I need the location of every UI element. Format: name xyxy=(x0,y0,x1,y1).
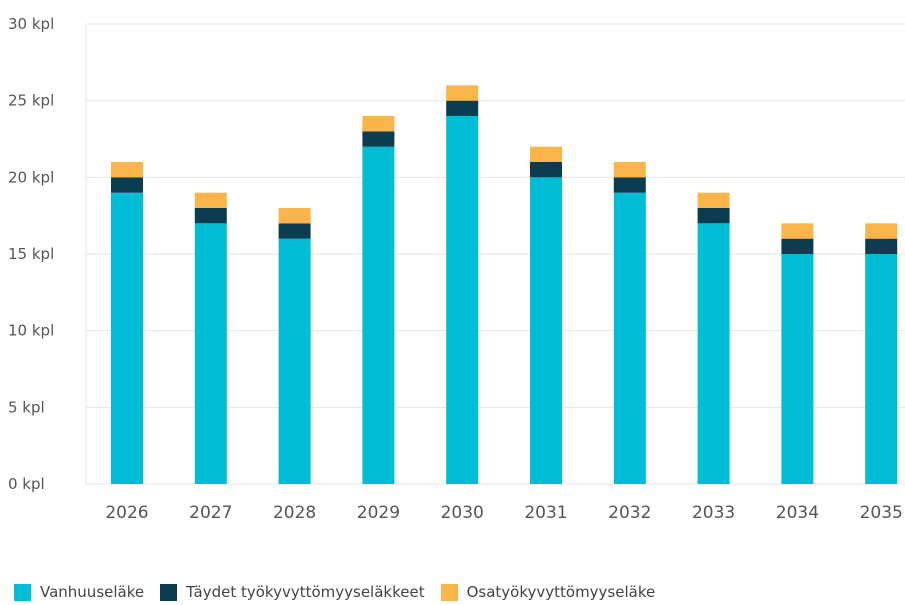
bar-segment-3 xyxy=(446,85,479,101)
legend-item[interactable]: Täydet työkyvyttömyyseläkkeet xyxy=(160,583,425,601)
legend-label: Osatyökyvyttömyyseläke xyxy=(466,583,656,601)
bar-segment-3 xyxy=(613,162,646,178)
bar-segment-2 xyxy=(865,238,898,254)
y-tick-label: 20 kpl xyxy=(8,168,54,186)
bar-segment-2 xyxy=(194,208,227,224)
bar-segment-3 xyxy=(278,208,311,224)
y-tick-label: 10 kpl xyxy=(8,322,54,340)
y-tick-label: 0 kpl xyxy=(8,475,45,493)
legend-swatch xyxy=(160,583,178,601)
bar-segment-1 xyxy=(111,192,143,484)
stacked-bar-chart: 0 kpl 5 kpl 10 kpl 15 kpl 20 kpl 25 kpl 30 kpl… xyxy=(8,15,905,523)
legend: Vanhuuseläke Täydet työkyvyttömyyseläkkee… xyxy=(14,583,671,601)
x-tick-label: 2034 xyxy=(776,503,819,523)
y-tick-label: 15 kpl xyxy=(8,245,54,263)
bar-segment-2 xyxy=(446,100,479,116)
bar-segment-1 xyxy=(194,223,227,485)
bar-segment-2 xyxy=(362,131,395,147)
bar-segment-2 xyxy=(111,177,143,193)
bars xyxy=(111,85,898,485)
bar-segment-2 xyxy=(697,208,730,224)
bar-segment-2 xyxy=(278,223,311,239)
y-tick-label: 5 kpl xyxy=(8,398,45,416)
legend-item[interactable]: Osatyökyvyttömyyseläke xyxy=(440,583,656,601)
bar-segment-3 xyxy=(111,162,143,178)
bar-segment-1 xyxy=(446,116,479,484)
legend-swatch xyxy=(440,583,458,601)
bar-segment-3 xyxy=(865,223,898,239)
legend-label: Täydet työkyvyttömyyseläkkeet xyxy=(186,583,425,601)
bar-segment-3 xyxy=(697,192,730,208)
y-tick-label: 30 kpl xyxy=(8,15,54,33)
legend-item[interactable]: Vanhuuseläke xyxy=(14,583,144,601)
bar-segment-3 xyxy=(194,192,227,208)
bar-segment-3 xyxy=(362,116,395,132)
x-tick-label: 2030 xyxy=(441,503,484,523)
bar-segment-2 xyxy=(530,162,562,178)
y-tick-label: 25 kpl xyxy=(8,92,54,110)
x-tick-label: 2035 xyxy=(860,503,903,523)
bar-segment-3 xyxy=(530,146,562,162)
x-tick-label: 2028 xyxy=(273,503,316,523)
bar-segment-1 xyxy=(613,192,646,484)
bar-segment-1 xyxy=(781,254,814,484)
bar-segment-1 xyxy=(278,238,311,484)
x-tick-label: 2029 xyxy=(357,503,400,523)
x-tick-label: 2033 xyxy=(692,503,735,523)
x-axis: 2026 2027 2028 2029 2030 2031 2032 2033 2034 2035 xyxy=(105,503,902,523)
x-tick-label: 2032 xyxy=(608,503,651,523)
bar-segment-1 xyxy=(865,254,898,484)
bar-segment-2 xyxy=(781,238,814,254)
bar-segment-2 xyxy=(613,177,646,193)
legend-label: Vanhuuseläke xyxy=(40,583,145,601)
bar-segment-1 xyxy=(530,177,562,485)
legend-swatch xyxy=(14,583,31,601)
x-tick-label: 2027 xyxy=(189,503,232,523)
bar-segment-1 xyxy=(697,223,730,485)
bar-segment-1 xyxy=(362,146,395,484)
x-tick-label: 2031 xyxy=(524,503,567,523)
y-axis: 0 kpl 5 kpl 10 kpl 15 kpl 20 kpl 25 kpl 30 kpl xyxy=(8,15,87,493)
x-tick-label: 2026 xyxy=(105,503,148,523)
bar-segment-3 xyxy=(781,223,814,239)
